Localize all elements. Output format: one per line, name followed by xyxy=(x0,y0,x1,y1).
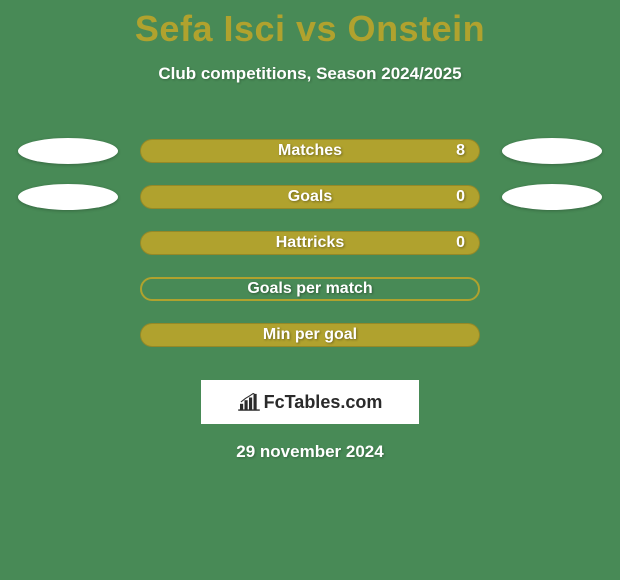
subtitle: Club competitions, Season 2024/2025 xyxy=(0,64,620,84)
stat-bar: Min per goal xyxy=(140,323,480,347)
stat-row: Hattricks 0 xyxy=(0,220,620,266)
stat-label: Matches xyxy=(278,142,342,160)
stat-bar: Goals 0 xyxy=(140,185,480,209)
stat-bar: Goals per match xyxy=(140,277,480,301)
oval-spacer xyxy=(502,276,602,302)
stat-row: Goals per match xyxy=(0,266,620,312)
page-title: Sefa Isci vs Onstein xyxy=(0,0,620,50)
stat-row: Goals 0 xyxy=(0,174,620,220)
stat-bar: Matches 8 xyxy=(140,139,480,163)
player-left-oval xyxy=(18,184,118,210)
stat-row: Min per goal xyxy=(0,312,620,358)
date-text: 29 november 2024 xyxy=(0,442,620,462)
oval-spacer xyxy=(18,230,118,256)
stat-bar: Hattricks 0 xyxy=(140,231,480,255)
oval-spacer xyxy=(502,322,602,348)
oval-spacer xyxy=(502,230,602,256)
logo-box: FcTables.com xyxy=(201,380,419,424)
oval-spacer xyxy=(18,276,118,302)
stat-row: Matches 8 xyxy=(0,128,620,174)
player-left-oval xyxy=(18,138,118,164)
oval-spacer xyxy=(18,322,118,348)
logo-text: FcTables.com xyxy=(264,392,383,413)
bar-chart-icon xyxy=(238,393,260,411)
stat-label: Hattricks xyxy=(276,234,344,252)
stat-label: Goals xyxy=(288,188,332,206)
stat-value: 8 xyxy=(456,142,465,160)
stat-label: Goals per match xyxy=(247,280,372,298)
stat-value: 0 xyxy=(456,234,465,252)
player-right-oval xyxy=(502,138,602,164)
stats-rows: Matches 8 Goals 0 Hattricks 0 Goals per match M… xyxy=(0,128,620,358)
stat-label: Min per goal xyxy=(263,326,357,344)
player-right-oval xyxy=(502,184,602,210)
stat-value: 0 xyxy=(456,188,465,206)
stats-comparison-card: Sefa Isci vs Onstein Club competitions, … xyxy=(0,0,620,580)
